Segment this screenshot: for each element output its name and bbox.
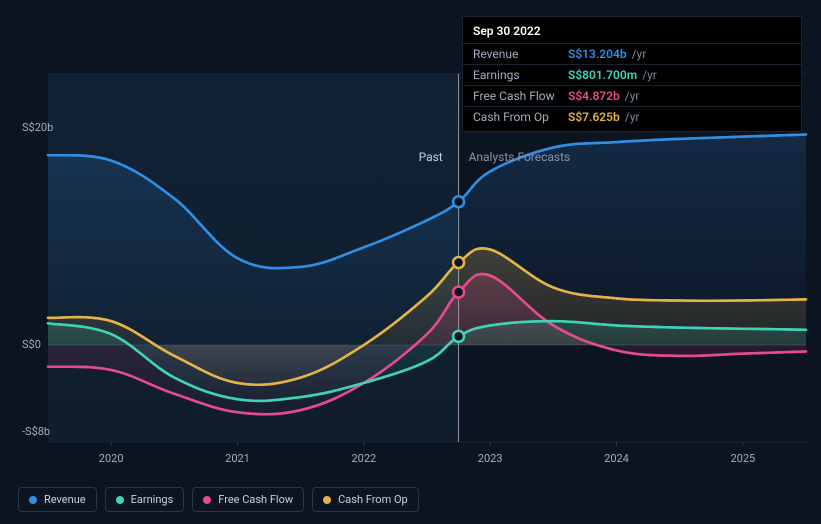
- tooltip-row-value: S$13.204b /yr: [568, 47, 646, 61]
- tooltip-row-label: Revenue: [473, 47, 568, 61]
- x-axis-label: 2024: [604, 452, 629, 465]
- legend-item-revenue[interactable]: Revenue: [18, 487, 97, 512]
- legend-label: Free Cash Flow: [218, 493, 293, 506]
- legend-dot-icon: [203, 496, 211, 504]
- tooltip-row: RevenueS$13.204b /yr: [463, 43, 801, 64]
- legend-item-fcf[interactable]: Free Cash Flow: [192, 487, 304, 512]
- legend-label: Cash From Op: [338, 493, 408, 506]
- forecast-label: Analysts Forecasts: [469, 150, 571, 164]
- legend-item-cfo[interactable]: Cash From Op: [312, 487, 419, 512]
- tooltip: Sep 30 2022 RevenueS$13.204b /yrEarnings…: [462, 16, 802, 132]
- cursor-marker-cfo: [453, 257, 464, 268]
- tooltip-row-value: S$7.625b /yr: [568, 110, 639, 124]
- tooltip-row-label: Free Cash Flow: [473, 89, 568, 103]
- legend: Revenue Earnings Free Cash Flow Cash From O…: [18, 487, 419, 512]
- cursor-marker-earnings: [453, 331, 464, 342]
- legend-dot-icon: [116, 496, 124, 504]
- past-label: Past: [419, 150, 443, 164]
- x-axis-label: 2025: [730, 452, 755, 465]
- tooltip-row-value: S$4.872b /yr: [568, 89, 639, 103]
- tooltip-row: Cash From OpS$7.625b /yr: [463, 106, 801, 127]
- x-axis-label: 2021: [225, 452, 250, 465]
- y-axis-label: S$0: [22, 338, 41, 351]
- legend-label: Revenue: [44, 493, 86, 506]
- cursor-marker-fcf: [453, 287, 464, 298]
- x-axis-label: 2022: [351, 452, 376, 465]
- tooltip-row: EarningsS$801.700m /yr: [463, 64, 801, 85]
- legend-item-earnings[interactable]: Earnings: [105, 487, 185, 512]
- legend-label: Earnings: [131, 493, 174, 506]
- legend-dot-icon: [29, 496, 37, 504]
- x-axis-label: 2020: [99, 452, 124, 465]
- y-axis-label: S$20b: [22, 121, 53, 134]
- tooltip-row: Free Cash FlowS$4.872b /yr: [463, 85, 801, 106]
- chart-container: Past Analysts Forecasts Sep 30 2022 Reve…: [0, 0, 821, 524]
- tooltip-row-value: S$801.700m /yr: [568, 68, 657, 82]
- y-axis-label: -S$8b: [22, 425, 50, 438]
- legend-dot-icon: [323, 496, 331, 504]
- x-axis-label: 2023: [478, 452, 503, 465]
- tooltip-rows: RevenueS$13.204b /yrEarningsS$801.700m /…: [463, 43, 801, 127]
- tooltip-date: Sep 30 2022: [463, 21, 801, 43]
- tooltip-row-label: Cash From Op: [473, 110, 568, 124]
- tooltip-row-label: Earnings: [473, 68, 568, 82]
- cursor-marker-revenue: [453, 196, 464, 207]
